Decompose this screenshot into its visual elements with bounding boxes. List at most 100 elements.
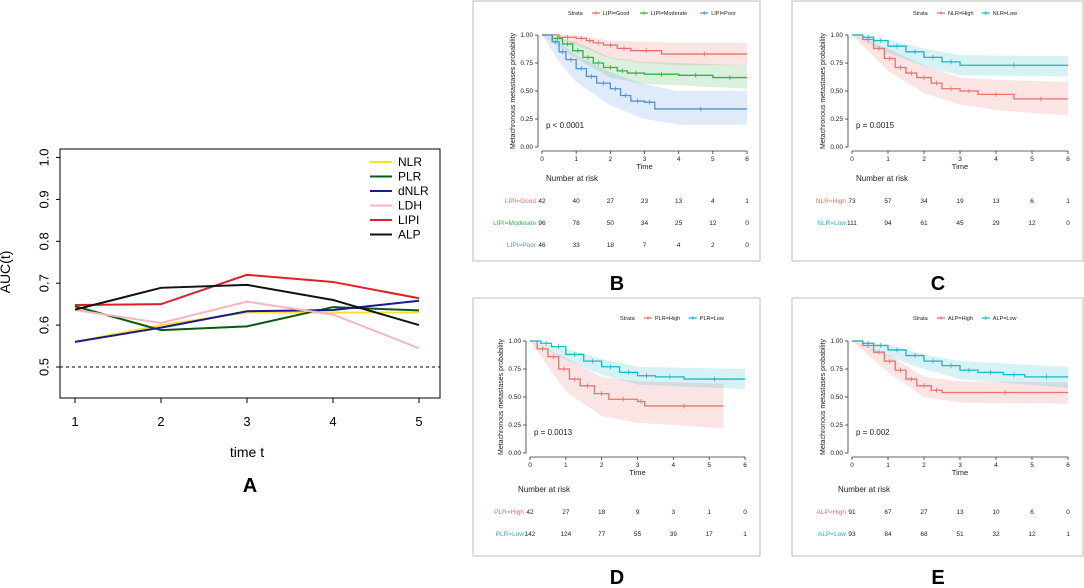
risk-count: 57 <box>884 198 892 205</box>
y-tick-label: 0.75 <box>830 60 843 67</box>
risk-count: 45 <box>956 220 964 227</box>
risk-table-title: Number at risk <box>518 485 571 494</box>
risk-count: 9 <box>636 509 640 516</box>
x-tick-label: 2 <box>922 156 926 163</box>
risk-count: 4 <box>711 198 715 205</box>
risk-count: 34 <box>641 220 649 227</box>
panel-c-km-nlr: Strata NLR=High NLR=Low 0.00 0.25 0.50 0.75 1.0… <box>816 11 1070 227</box>
series-line-lipi <box>74 273 420 306</box>
y-axis-label: Metachronous metastases probability <box>820 339 827 455</box>
risk-count: 0 <box>745 220 749 227</box>
legend-title: Strata <box>913 316 929 322</box>
x-axis-label: Time <box>952 162 968 171</box>
risk-count: 0 <box>745 242 749 249</box>
x-tick-label: 4 <box>672 462 676 469</box>
risk-count: 23 <box>641 198 649 205</box>
risk-count: 67 <box>884 509 892 516</box>
legend-label: LIPI=Moderate <box>651 11 687 17</box>
p-value: p = 0.0015 <box>856 121 895 130</box>
y-tick-label: 0.6 <box>36 316 51 334</box>
legend-label: ALP <box>398 228 421 242</box>
legend-label: LDH <box>398 199 422 213</box>
series-line-dnlr <box>74 299 420 343</box>
y-tick-label: 0.75 <box>520 60 533 67</box>
y-tick-label: 0.75 <box>508 366 521 373</box>
y-tick-label: 0.7 <box>36 274 51 292</box>
risk-count: 77 <box>598 531 606 538</box>
x-tick-label: 3 <box>643 156 647 163</box>
y-tick-label: 0.00 <box>520 144 533 151</box>
x-axis-label: Time <box>629 468 645 477</box>
risk-count: 25 <box>675 220 683 227</box>
x-tick-label: 3 <box>958 156 962 163</box>
x-tick-label: 2 <box>157 414 164 429</box>
y-tick-label: 0.25 <box>830 422 843 429</box>
x-tick-label: 6 <box>1066 462 1070 469</box>
y-axis-label: Metachronous metastases probability <box>498 339 505 455</box>
legend-label: LIPI <box>398 213 419 227</box>
x-tick-label: 6 <box>745 156 749 163</box>
x-axis-label: Time <box>952 468 968 477</box>
y-tick-label: 0.00 <box>830 450 843 457</box>
x-tick-label: 0 <box>528 462 532 469</box>
risk-count: 13 <box>675 198 683 205</box>
y-tick-label: 0.50 <box>508 394 521 401</box>
y-tick-label: 0.00 <box>830 144 843 151</box>
confidence-band <box>530 341 745 390</box>
x-axis-label: Time <box>636 162 652 171</box>
risk-row-label: NLR=Low <box>817 220 846 227</box>
y-tick-label: 1.00 <box>830 338 843 345</box>
risk-count: 40 <box>573 198 581 205</box>
x-tick-label: 4 <box>677 156 681 163</box>
risk-count: 17 <box>706 531 714 538</box>
risk-count: 124 <box>560 531 571 538</box>
legend-label: NLR=Low <box>993 11 1017 17</box>
legend-label: LIPI=Good <box>603 11 629 17</box>
legend-label: dNLR <box>398 184 429 198</box>
risk-count: 68 <box>920 531 928 538</box>
x-tick-label: 5 <box>415 414 422 429</box>
risk-count: 73 <box>848 198 856 205</box>
y-axis-label: Metachronous metastases probability <box>820 33 827 149</box>
risk-row-label: ALP=Low <box>818 531 846 538</box>
y-tick-label: 0.9 <box>36 190 51 208</box>
risk-count: 19 <box>956 198 964 205</box>
y-tick-label: 1.00 <box>520 32 533 39</box>
risk-row-label: PLR=High <box>494 509 524 516</box>
panel-label-d: D <box>610 567 624 588</box>
panel-d-frame <box>472 297 761 557</box>
x-tick-label: 1 <box>886 462 890 469</box>
risk-table-title: Number at risk <box>546 174 599 183</box>
auc-y-label: AUC(t) <box>0 251 13 294</box>
risk-count: 51 <box>956 531 964 538</box>
risk-count: 12 <box>709 220 717 227</box>
series-line-ldh <box>74 300 420 350</box>
risk-count: 3 <box>672 509 676 516</box>
risk-count: 1 <box>707 509 711 516</box>
x-tick-label: 3 <box>958 462 962 469</box>
risk-count: 10 <box>992 509 1000 516</box>
risk-count: 1 <box>745 198 749 205</box>
panel-c-frame <box>791 0 1084 262</box>
x-tick-label: 5 <box>711 156 715 163</box>
x-tick-label: 1 <box>886 156 890 163</box>
y-tick-label: 0.50 <box>830 88 843 95</box>
panel-e-km-alp: Strata ALP=High ALP=Low 0.00 0.25 0.50 0.75 1.0… <box>817 316 1070 538</box>
auc-plot-frame <box>59 148 441 399</box>
y-tick-label: 0.50 <box>830 394 843 401</box>
auc-x-label: time t <box>230 444 264 460</box>
risk-count: 27 <box>607 198 615 205</box>
x-tick-label: 1 <box>574 156 578 163</box>
panel-b-km-lipi: Strata LIPI=Good LIPI=Moderate LIPI=Poor 0.0… <box>493 11 749 249</box>
risk-count: 0 <box>743 509 747 516</box>
risk-count: 0 <box>1066 220 1070 227</box>
risk-count: 18 <box>607 242 615 249</box>
legend-label: PLR <box>398 170 422 184</box>
panel-label-b: B <box>610 273 624 295</box>
risk-count: 27 <box>920 509 928 516</box>
p-value: p < 0.0001 <box>546 121 585 130</box>
risk-row-label: PLR=Low <box>496 531 525 538</box>
series-line-nlr <box>74 311 419 343</box>
risk-count: 84 <box>884 531 892 538</box>
